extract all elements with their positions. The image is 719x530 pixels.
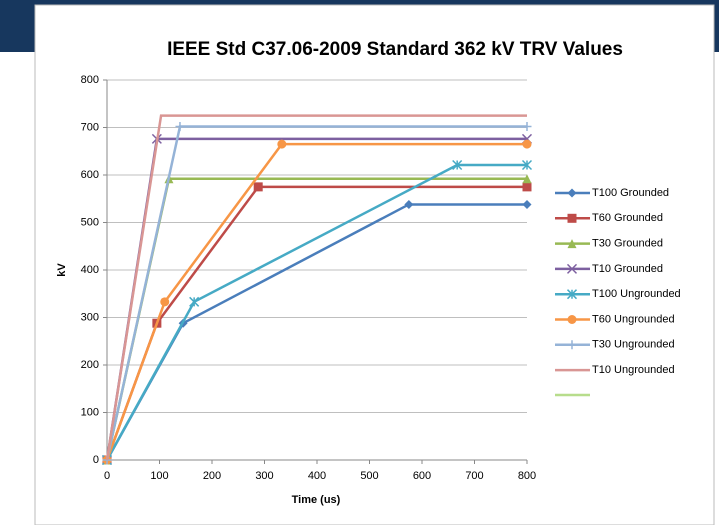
x-tick-label: 100 [150, 470, 168, 482]
data-point [522, 139, 532, 149]
data-point [189, 296, 200, 307]
legend-label: T60 Ungrounded [592, 313, 675, 325]
legend-marker [567, 315, 577, 324]
legend-marker [567, 239, 577, 249]
legend-label: T100 Grounded [592, 187, 669, 199]
data-point [404, 199, 414, 209]
data-point [277, 139, 287, 149]
data-point [521, 159, 533, 171]
x-tick-label: 700 [465, 470, 483, 482]
x-tick-label: 200 [203, 470, 221, 482]
chart-title: IEEE Std C37.06-2009 Standard 362 kV TRV… [167, 39, 623, 60]
legend-marker [567, 213, 577, 223]
x-tick-label: 400 [308, 470, 326, 482]
legend-marker [566, 263, 578, 274]
x-axis-label: Time (us) [292, 494, 341, 506]
legend-label: T10 Ungrounded [592, 364, 675, 376]
data-point [522, 174, 532, 184]
y-tick-label: 400 [81, 264, 99, 276]
data-point [160, 297, 170, 307]
series-line [105, 142, 527, 461]
y-tick-label: 100 [81, 406, 99, 418]
data-point [452, 159, 463, 171]
x-tick-label: 500 [360, 470, 378, 482]
x-tick-label: 0 [104, 470, 110, 482]
data-point [175, 122, 185, 132]
legend-marker [567, 340, 577, 350]
data-point [522, 182, 532, 192]
y-tick-label: 600 [81, 169, 99, 181]
legend-label: T60 Grounded [592, 212, 663, 224]
y-tick-label: 700 [81, 121, 99, 133]
data-point [522, 199, 532, 209]
legend-label: T30 Grounded [592, 238, 663, 250]
y-tick-label: 500 [81, 216, 99, 228]
y-tick-label: 0 [93, 454, 99, 466]
legend-label: T100 Ungrounded [592, 288, 681, 300]
chart-frame [34, 4, 715, 526]
series-line [105, 163, 527, 461]
x-tick-label: 600 [413, 470, 431, 482]
data-point [522, 122, 532, 132]
x-tick-label: 300 [255, 470, 273, 482]
series-line [105, 114, 527, 461]
y-tick-label: 200 [81, 359, 99, 371]
legend-marker [567, 188, 577, 198]
y-tick-label: 800 [81, 74, 99, 86]
y-axis-label: kV [56, 263, 68, 277]
x-tick-label: 800 [518, 470, 536, 482]
data-point [253, 182, 263, 192]
legend-marker [566, 289, 578, 300]
y-tick-label: 300 [81, 311, 99, 323]
legend-label: T10 Grounded [592, 263, 663, 275]
legend-label: T30 Ungrounded [592, 339, 675, 351]
